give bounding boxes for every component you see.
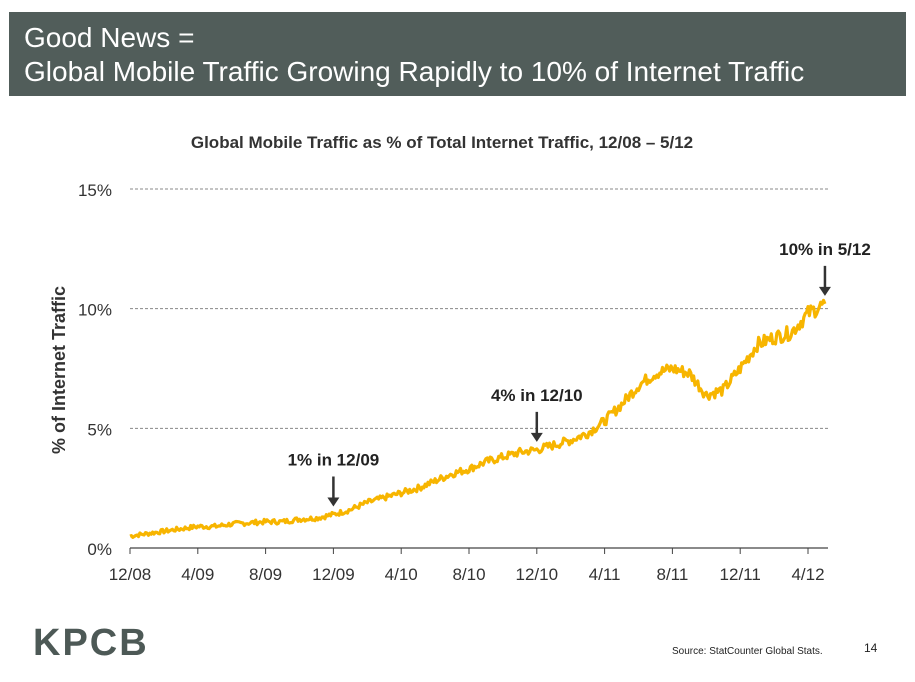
x-tick-label: 12/09 [312, 565, 355, 584]
x-tick-label: 4/12 [791, 565, 824, 584]
annotation-label: 10% in 5/12 [779, 240, 871, 259]
x-tick-label: 4/10 [385, 565, 418, 584]
x-tick-label: 12/08 [109, 565, 152, 584]
annotation-label: 4% in 12/10 [491, 386, 583, 405]
annotation-arrowhead [818, 286, 831, 296]
header-title-line2: Global Mobile Traffic Growing Rapidly to… [24, 56, 805, 87]
y-tick-label: 5% [87, 420, 112, 439]
annotation-label: 1% in 12/09 [288, 450, 380, 469]
annotation-bg [477, 381, 596, 406]
y-tick-label: 0% [87, 540, 112, 559]
series-line [129, 298, 827, 539]
x-tick-label: 8/10 [452, 565, 485, 584]
annotation-bg [274, 446, 393, 471]
y-tick-label: 10% [78, 301, 112, 320]
y-tick-label: 15% [78, 181, 112, 200]
x-tick-label: 8/11 [656, 565, 688, 584]
header-title-line1: Good News = [24, 22, 195, 53]
x-tick-label: 4/09 [181, 565, 214, 584]
annotation-arrowhead [530, 432, 543, 442]
source-note: Source: StatCounter Global Stats. [672, 646, 823, 657]
x-tick-label: 4/11 [589, 565, 621, 584]
chart-title: Global Mobile Traffic as % of Total Inte… [190, 133, 694, 152]
kpcb-logo: KPCB [33, 622, 149, 664]
annotation-arrowhead [327, 497, 340, 507]
header-banner: Good News = Global Mobile Traffic Growin… [9, 12, 906, 96]
page-number: 14 [864, 641, 878, 655]
x-tick-label: 12/11 [720, 565, 761, 584]
annotation-bg [765, 235, 884, 260]
y-axis-label: % of Internet Traffic [49, 286, 69, 454]
x-tick-label: 8/09 [249, 565, 282, 584]
x-tick-label: 12/10 [516, 565, 559, 584]
